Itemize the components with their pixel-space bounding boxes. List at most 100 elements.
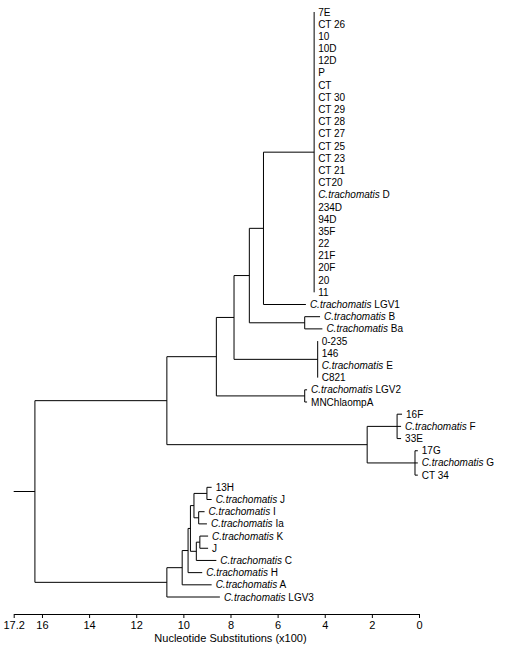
branch	[263, 304, 305, 305]
leaf-label: CT	[318, 80, 331, 91]
leaf-label: 0-235	[322, 336, 348, 347]
leaf-label: 12D	[318, 55, 336, 66]
branch	[196, 560, 216, 561]
branch	[35, 582, 167, 583]
branch	[167, 444, 367, 445]
x-axis-title: Nucleotide Substitutions (x100)	[154, 632, 306, 644]
leaf-label: CT 26	[318, 19, 345, 30]
branch	[35, 400, 167, 401]
branch	[305, 402, 307, 403]
leaf-label: 20F	[318, 262, 335, 273]
tick-label: 10	[178, 619, 190, 631]
leaf-label: C.trachomatis Ia	[211, 518, 284, 529]
tick: 0	[416, 614, 422, 631]
leaf-label: C.trachomatis K	[212, 531, 283, 542]
branch	[367, 426, 397, 427]
branch	[397, 438, 401, 439]
branch	[415, 450, 418, 451]
leaf-label: 16F	[406, 409, 423, 420]
branch	[415, 475, 418, 476]
leaf-label: 94D	[318, 214, 336, 225]
leaf-label: 33E	[405, 433, 423, 444]
leaf-label: C.trachomatis B	[324, 311, 395, 322]
tree-branches	[14, 12, 418, 597]
leaf-label: CT 27	[318, 128, 345, 139]
tick-label: 16	[36, 619, 48, 631]
tick: 17.2	[3, 614, 24, 631]
node-joint	[34, 401, 35, 583]
tick: 2	[369, 614, 375, 631]
branch	[234, 359, 318, 360]
branch	[182, 550, 188, 551]
tick-mark	[419, 614, 420, 618]
branch	[167, 356, 216, 357]
branch	[305, 389, 307, 390]
tick-label: 2	[369, 619, 375, 631]
tick-label: 17.2	[3, 619, 24, 631]
branch	[194, 493, 207, 494]
tick-label: 0	[416, 619, 422, 631]
leaf-label: CT 23	[318, 153, 345, 164]
tick: 14	[83, 614, 95, 631]
branch	[194, 517, 199, 518]
leaf-label: CT 28	[318, 116, 345, 127]
leaf-label: C.trachomatis C	[220, 555, 292, 566]
branch	[200, 548, 208, 549]
tick: 6	[275, 614, 281, 631]
tick: 10	[178, 614, 190, 631]
branch	[263, 152, 314, 153]
branch	[190, 551, 196, 552]
branch	[196, 542, 200, 543]
leaf-label: CT 30	[318, 92, 345, 103]
tick-label: 6	[275, 619, 281, 631]
leaf-label: P	[318, 67, 325, 78]
leaf-label: 234D	[318, 202, 342, 213]
tick-mark	[230, 614, 231, 618]
tick-mark	[278, 614, 279, 618]
leaf-label: C.trachomatis H	[206, 567, 278, 578]
branch	[190, 505, 194, 506]
leaf-label: MNChlaompA	[311, 397, 374, 408]
tick-label: 8	[228, 619, 234, 631]
leaf-label: C.trachomatis LGV1	[310, 299, 400, 310]
leaf-labels: 7ECT 261010D12DPCTCT 30CT 29CT 28CT 27CT…	[206, 7, 494, 603]
root-branch	[14, 491, 35, 492]
branch	[216, 395, 304, 396]
leaf-label: 146	[322, 348, 339, 359]
leaf-label: J	[212, 543, 217, 554]
leaf-label: C.trachomatis G	[422, 457, 494, 468]
leaf-label: C.trachomatis LGV3	[224, 592, 314, 603]
tick-label: 4	[322, 619, 328, 631]
branch	[415, 462, 418, 463]
tick-label: 12	[131, 619, 143, 631]
leaf-label: 7E	[318, 7, 331, 18]
branch	[305, 316, 320, 317]
leaf-label: C.trachomatis Ba	[326, 323, 403, 334]
branch	[188, 572, 202, 573]
leaf-label: 10	[318, 31, 330, 42]
branch	[305, 328, 323, 329]
tick: 16	[36, 614, 48, 631]
branch	[397, 426, 401, 427]
leaf-label: 10D	[318, 43, 336, 54]
leaf-label: CT 25	[318, 141, 345, 152]
branch	[182, 584, 211, 585]
tick-mark	[183, 614, 184, 618]
branch	[188, 528, 190, 529]
leaf-label: C.trachomatis A	[216, 579, 287, 590]
tick-mark	[89, 614, 90, 618]
tick-mark	[14, 614, 15, 618]
branch	[167, 567, 182, 568]
axis-line	[14, 614, 419, 615]
leaf-label: C.trachomatis I	[209, 506, 276, 517]
tick: 4	[322, 614, 328, 631]
branch	[199, 523, 207, 524]
leaf-label: 21F	[318, 250, 335, 261]
tick-mark	[325, 614, 326, 618]
x-axis: 17.2 16 14 12 10 8 6 4 2 0	[3, 614, 422, 631]
branch	[234, 275, 249, 276]
tick: 8	[228, 614, 234, 631]
leaf-label: CT20	[318, 177, 343, 188]
leaf-label: C.trachomatis LGV2	[311, 384, 401, 395]
branch	[249, 322, 304, 323]
